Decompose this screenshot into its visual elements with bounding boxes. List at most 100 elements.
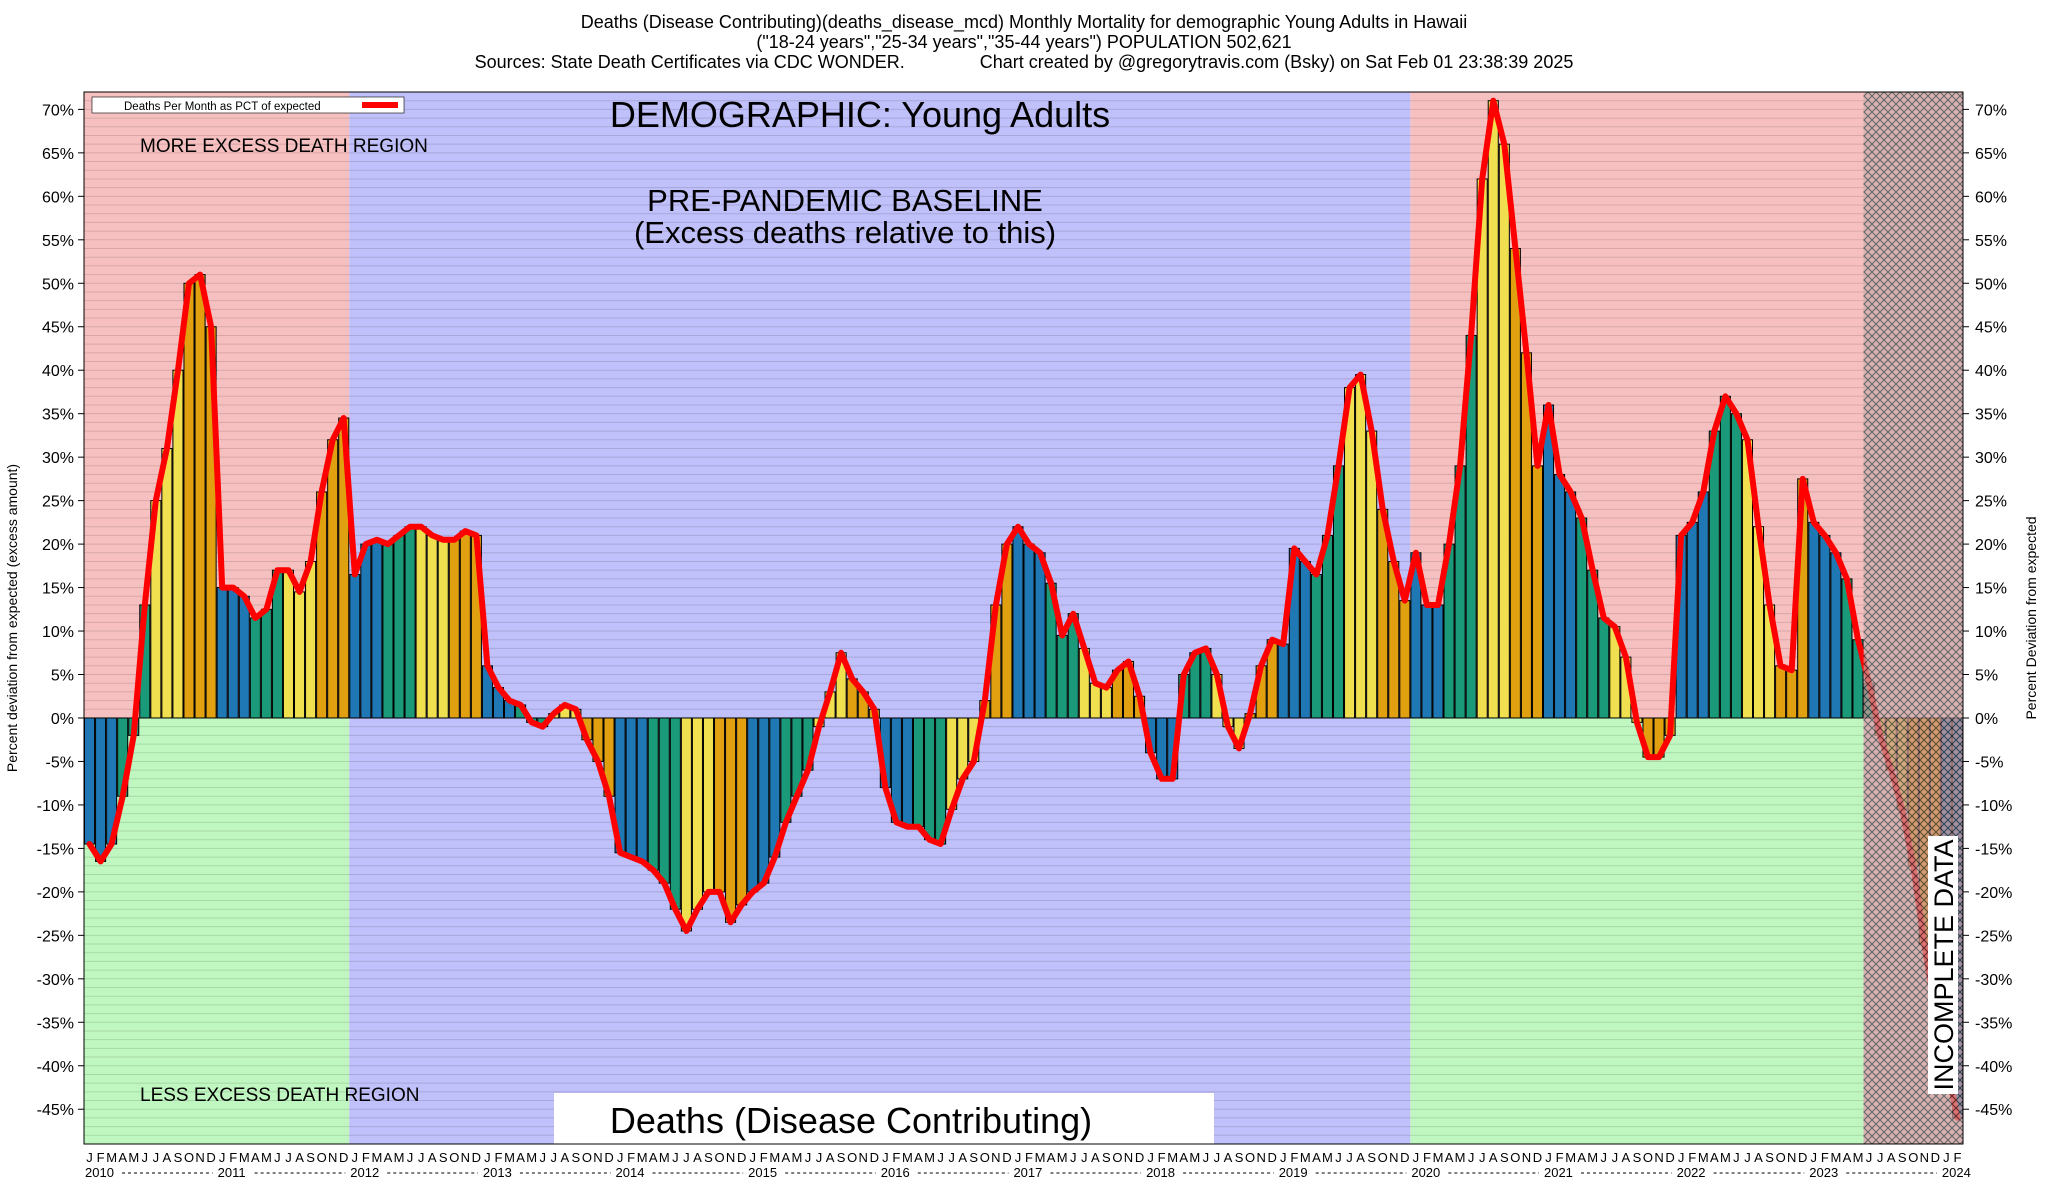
- month-label: S: [1633, 1150, 1642, 1165]
- year-label: 2023: [1809, 1165, 1838, 1180]
- bar: [260, 608, 272, 719]
- month-label: J: [1468, 1150, 1475, 1165]
- bar: [1487, 100, 1499, 719]
- legend-box: [91, 96, 405, 114]
- month-label: J: [1601, 1150, 1608, 1165]
- bar: [172, 369, 184, 719]
- month-label: M: [371, 1150, 382, 1165]
- bar: [194, 274, 206, 719]
- bar: [393, 534, 405, 719]
- month-label: D: [472, 1150, 481, 1165]
- y-tick-label-right: -30%: [1975, 972, 2012, 989]
- month-label: M: [769, 1150, 780, 1165]
- bar: [691, 717, 703, 910]
- month-label: N: [1787, 1150, 1796, 1165]
- baseline-label: PRE-PANDEMIC BASELINE: [647, 183, 1043, 218]
- month-label: J: [1070, 1150, 1077, 1165]
- month-label: D: [1400, 1150, 1409, 1165]
- y-tick-label-right: -25%: [1975, 928, 2012, 945]
- month-label: J: [1744, 1150, 1751, 1165]
- month-label: N: [1522, 1150, 1531, 1165]
- bar: [680, 717, 692, 932]
- month-label: J: [407, 1150, 414, 1165]
- month-label: M: [1720, 1150, 1731, 1165]
- y-tick-label-left: 30%: [42, 450, 74, 467]
- month-label: M: [902, 1150, 913, 1165]
- month-label: O: [980, 1150, 990, 1165]
- month-label: F: [495, 1150, 503, 1165]
- month-label: A: [1445, 1150, 1454, 1165]
- month-label: N: [1920, 1150, 1929, 1165]
- month-label: J: [816, 1150, 823, 1165]
- y-tick-label-right: 25%: [1975, 494, 2007, 511]
- bar: [282, 569, 295, 719]
- month-label: S: [572, 1150, 581, 1165]
- bar: [1498, 143, 1510, 719]
- bar: [448, 539, 460, 719]
- month-label: N: [726, 1150, 735, 1165]
- month-label: S: [837, 1150, 846, 1165]
- bar: [1344, 387, 1356, 719]
- month-label: D: [1267, 1150, 1276, 1165]
- bar: [1299, 560, 1311, 719]
- month-label: M: [128, 1150, 139, 1165]
- y-tick-label-left: 65%: [42, 146, 74, 163]
- month-label: A: [560, 1150, 569, 1165]
- month-label: N: [328, 1150, 337, 1165]
- bar: [1100, 687, 1112, 719]
- month-label: M: [1035, 1150, 1046, 1165]
- month-label: J: [1015, 1150, 1022, 1165]
- month-label: S: [969, 1150, 978, 1165]
- month-label: O: [449, 1150, 459, 1165]
- y-tick-label-right: -45%: [1975, 1102, 2012, 1119]
- bar: [1554, 474, 1566, 719]
- y-tick-label-left: 10%: [42, 624, 74, 641]
- y-tick-label-left: 70%: [42, 102, 74, 119]
- metric-subtitle: Deaths (Disease Contributing): [610, 1100, 1092, 1141]
- bar: [84, 717, 96, 845]
- year-label: 2020: [1411, 1165, 1440, 1180]
- month-label: J: [672, 1150, 679, 1165]
- month-label: A: [1224, 1150, 1233, 1165]
- month-label: A: [1356, 1150, 1365, 1165]
- chart-header-line-2: ("18-24 years","25-34 years","35-44 year…: [756, 32, 1292, 52]
- y-tick-label-left: 50%: [42, 276, 74, 293]
- month-label: J: [285, 1150, 292, 1165]
- bar: [758, 717, 770, 884]
- month-label: D: [1533, 1150, 1542, 1165]
- month-label: M: [261, 1150, 272, 1165]
- more-excess-label: MORE EXCESS DEATH REGION: [140, 136, 428, 157]
- bar: [1399, 600, 1411, 719]
- bar: [294, 591, 306, 719]
- bar: [327, 439, 339, 719]
- month-label: M: [1167, 1150, 1178, 1165]
- month-label: A: [1843, 1150, 1852, 1165]
- month-label: F: [1688, 1150, 1696, 1165]
- month-label: S: [704, 1150, 713, 1165]
- month-label: M: [1433, 1150, 1444, 1165]
- month-label: D: [1665, 1150, 1674, 1165]
- month-label: D: [1135, 1150, 1144, 1165]
- month-label: F: [1953, 1150, 1961, 1165]
- bar: [238, 595, 250, 719]
- year-label: 2010: [85, 1165, 114, 1180]
- month-label: J: [1877, 1150, 1884, 1165]
- bar: [426, 534, 438, 719]
- bar: [1730, 413, 1742, 719]
- month-label: M: [637, 1150, 648, 1165]
- year-label: 2015: [748, 1165, 777, 1180]
- month-label: A: [1622, 1150, 1631, 1165]
- month-label: J: [1479, 1150, 1486, 1165]
- month-label: J: [1203, 1150, 1210, 1165]
- bar: [349, 574, 361, 719]
- y-tick-label-left: -10%: [37, 798, 74, 815]
- bar: [415, 526, 427, 719]
- month-label: A: [914, 1150, 923, 1165]
- bar: [1830, 552, 1842, 719]
- bar: [647, 717, 659, 871]
- y-tick-label-left: 40%: [42, 363, 74, 380]
- month-label: M: [1057, 1150, 1068, 1165]
- month-label: J: [882, 1150, 889, 1165]
- bar: [95, 717, 107, 862]
- y-tick-label-right: 55%: [1975, 233, 2007, 250]
